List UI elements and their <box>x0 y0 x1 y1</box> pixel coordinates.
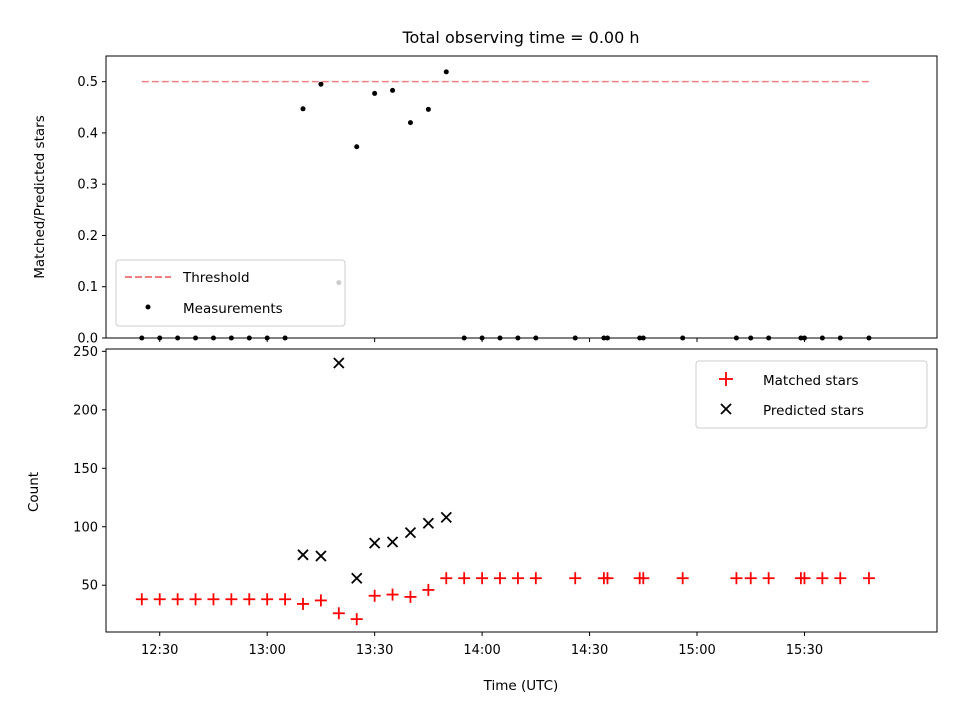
bottom-x-tick-label-4: 14:00 <box>463 643 500 658</box>
matched-point-16 <box>404 590 417 603</box>
legend-matched-label: Matched stars <box>763 373 859 389</box>
legend-predicted-swatch <box>720 403 732 415</box>
bottom-y-tick-label-5: 250 <box>73 345 98 360</box>
matched-point-34 <box>798 572 811 585</box>
matched-point-26 <box>601 572 614 585</box>
matched-point-2 <box>153 593 166 606</box>
bottom-x-tick-label-3: 13:30 <box>356 643 393 658</box>
top-y-axis-label: Matched/Predicted stars <box>32 115 48 278</box>
matched-point-10 <box>297 597 310 610</box>
matched-point-18 <box>440 572 453 585</box>
bottom-panel: Count Time (UTC) 50 100 150 200 250 12:30 13:… <box>26 345 938 694</box>
matched-point-4 <box>189 593 202 606</box>
bottom-y-tick-label-1: 50 <box>81 579 98 594</box>
top-y-tick-label-4: 0.3 <box>77 178 98 193</box>
measurement-point-11 <box>318 81 324 87</box>
matched-point-35 <box>816 572 829 585</box>
bottom-x-tick-label-1: 12:30 <box>141 643 178 658</box>
bottom-y-axis-label: Count <box>26 472 42 512</box>
legend-predicted-label: Predicted stars <box>763 403 864 419</box>
matched-point-12 <box>332 607 345 620</box>
measurement-point-14 <box>372 90 378 96</box>
bottom-x-tick-label-7: 15:30 <box>786 643 823 658</box>
top-panel: Matched/Predicted stars 0.00.10.20.30.40… <box>32 55 938 347</box>
legend-threshold-label: Threshold <box>182 270 250 286</box>
predicted-point-6 <box>386 536 399 548</box>
bottom-legend-box <box>695 360 928 429</box>
top-y-tick-label-5: 0.4 <box>77 126 98 141</box>
matched-point-14 <box>368 589 381 602</box>
bottom-x-axis: 12:30 13:00 13:30 14:00 14:30 15:00 15:30 <box>141 632 823 658</box>
top-legend-box <box>115 259 346 327</box>
top-y-tick-label-1: 0.0 <box>77 332 98 347</box>
measurement-point-17 <box>425 106 431 112</box>
legend-matched-swatch <box>719 372 733 386</box>
bottom-legend: Matched stars Predicted stars <box>695 360 928 429</box>
predicted-point-5 <box>369 537 381 549</box>
bottom-y-axis: 50 100 150 200 250 <box>73 345 106 594</box>
legend-measurements-swatch <box>145 304 151 310</box>
top-axes-frame <box>105 55 938 339</box>
matched-point-24 <box>569 572 582 585</box>
matched-point-1 <box>135 593 148 606</box>
measurement-point-16 <box>407 120 413 126</box>
measurement-point-10 <box>300 106 306 112</box>
bottom-y-tick-label-2: 100 <box>73 520 98 535</box>
bottom-y-tick-label-4: 200 <box>73 403 98 418</box>
matched-point-21 <box>494 572 507 585</box>
matched-point-29 <box>676 572 689 585</box>
matched-point-32 <box>762 572 775 585</box>
predicted-point-2 <box>315 550 327 562</box>
predicted-point-1 <box>297 549 309 561</box>
matched-point-19 <box>458 572 471 585</box>
matched-point-9 <box>279 593 292 606</box>
matched-point-15 <box>386 588 399 601</box>
measurement-point-18 <box>443 69 449 75</box>
matched-point-37 <box>862 572 875 585</box>
matched-point-36 <box>834 572 847 585</box>
matched-point-28 <box>637 572 650 585</box>
predicted-point-7 <box>404 526 417 539</box>
measurement-point-15 <box>390 87 396 93</box>
bottom-x-tick-label-6: 15:00 <box>678 643 715 658</box>
chart-title: Total observing time = 0.00 h <box>401 28 639 47</box>
top-y-tick-label-3: 0.2 <box>77 229 98 244</box>
predicted-point-9 <box>440 511 452 524</box>
predicted-point-4 <box>351 572 363 584</box>
matched-point-13 <box>350 613 363 626</box>
matched-point-8 <box>261 593 274 606</box>
matched-point-7 <box>243 593 256 606</box>
top-y-tick-label-2: 0.1 <box>77 280 98 295</box>
matched-point-3 <box>171 593 184 606</box>
bottom-axes-frame <box>105 348 938 633</box>
matched-point-23 <box>529 572 542 585</box>
matched-point-22 <box>511 572 524 585</box>
measurement-point-13 <box>354 144 360 150</box>
bottom-y-tick-label-3: 150 <box>73 462 98 477</box>
matched-point-17 <box>422 583 435 596</box>
top-x-axis <box>159 338 805 342</box>
bottom-x-tick-label-2: 13:00 <box>248 643 285 658</box>
matched-point-30 <box>730 572 743 585</box>
predicted-point-8 <box>422 517 435 529</box>
bottom-x-axis-label: Time (UTC) <box>483 678 559 694</box>
matched-point-20 <box>476 572 489 585</box>
matched-point-5 <box>207 593 220 606</box>
bottom-x-tick-label-5: 14:30 <box>571 643 608 658</box>
top-y-axis: 0.0 0.1 0.2 0.3 0.4 0.5 <box>77 75 106 347</box>
matched-point-6 <box>225 593 238 606</box>
bottom-plot-area <box>135 357 875 626</box>
matched-point-31 <box>744 572 757 585</box>
top-legend: Threshold Measurements <box>115 259 346 327</box>
matched-point-11 <box>314 594 327 607</box>
top-y-tick-label-6: 0.5 <box>77 75 98 90</box>
predicted-point-3 <box>333 357 345 369</box>
legend-measurements-label: Measurements <box>183 301 283 317</box>
